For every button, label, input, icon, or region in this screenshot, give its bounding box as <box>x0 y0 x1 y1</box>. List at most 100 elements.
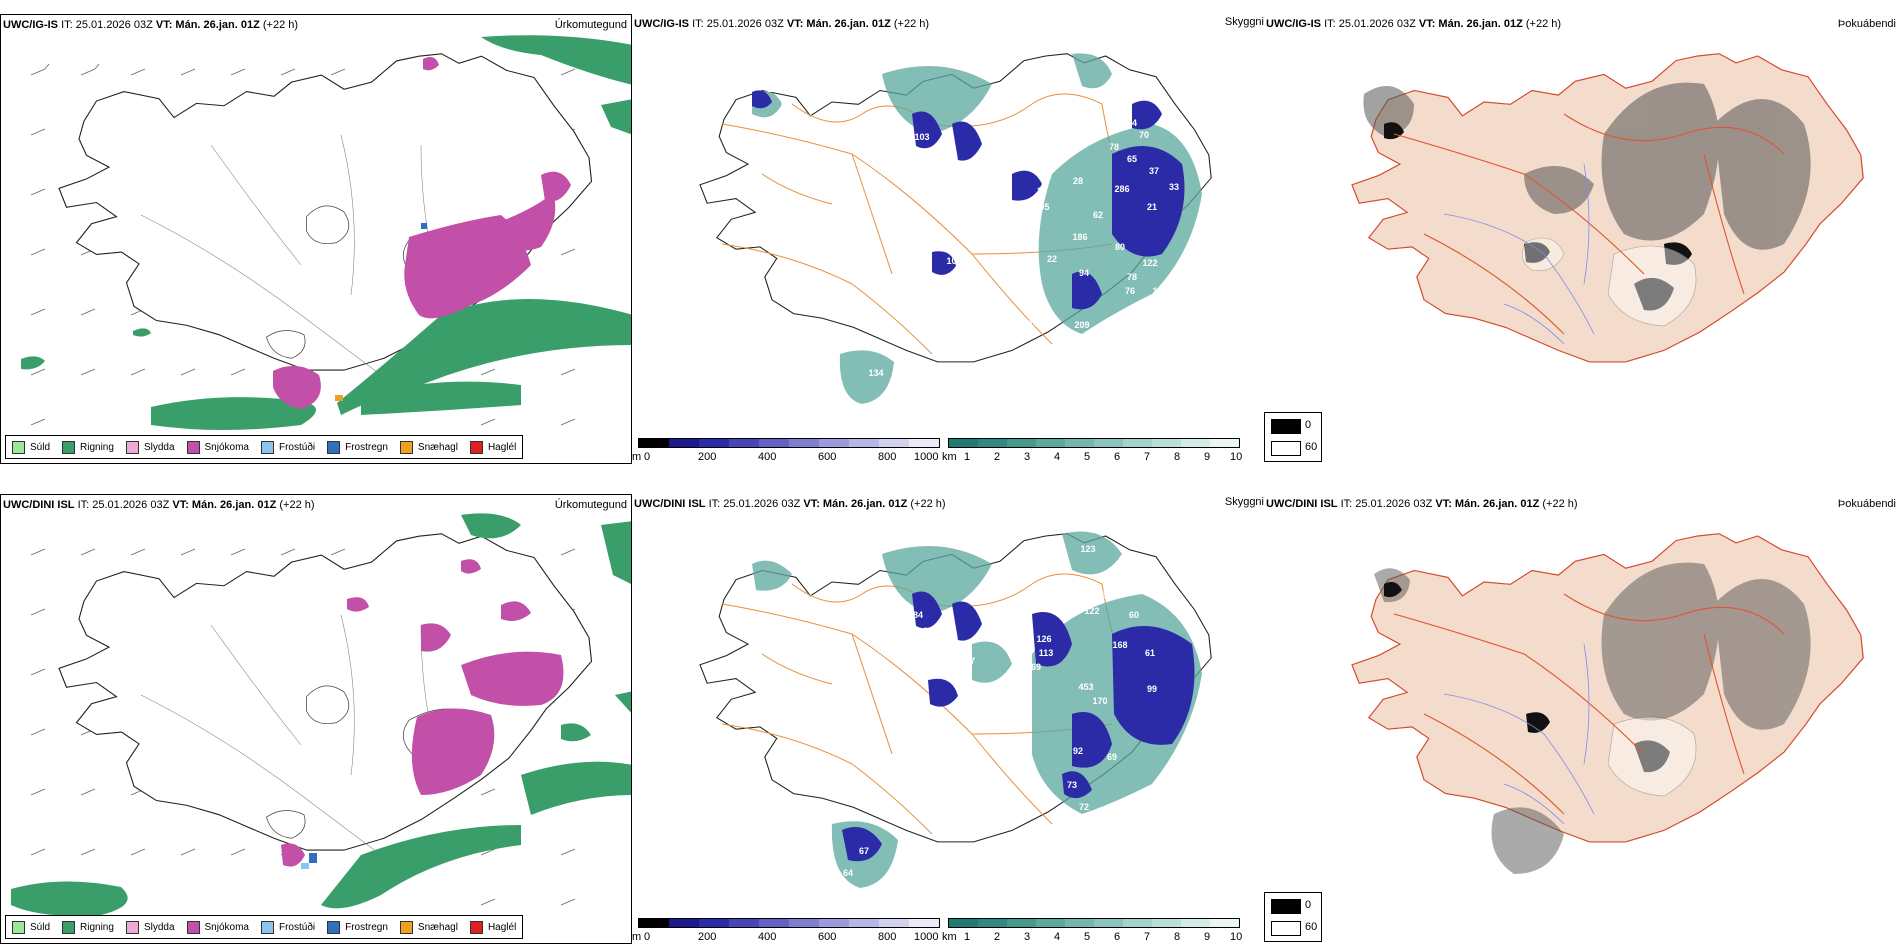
legend-swatch <box>125 440 139 454</box>
visibility-colorbar-segment <box>1094 439 1123 447</box>
visibility-colorbar-gradient <box>948 918 1240 928</box>
visibility-colorbar-segment <box>949 439 978 447</box>
visibility-tick: 10 <box>1230 451 1243 463</box>
ceiling-tick: 800 <box>878 451 897 463</box>
ceiling-value-label: 103 <box>914 132 929 142</box>
visibility-colorbar-segment <box>1152 439 1181 447</box>
legend-item: Frostúði <box>260 440 316 454</box>
visibility-tick: 3 <box>1024 451 1031 463</box>
valid-label: VT: <box>155 19 173 31</box>
ceiling-value-label: 22 <box>1047 254 1057 264</box>
ceiling-tick: 1000 <box>914 451 939 463</box>
ceiling-value-label: 102 <box>908 380 923 390</box>
fog-key-high: 60 <box>1305 921 1318 933</box>
legend-item: Súld <box>12 440 51 454</box>
ceiling-unit: m <box>632 931 642 943</box>
visibility-tick: 5 <box>1084 931 1091 943</box>
visibility-colorbar-row2: km 1 2 3 4 5 6 7 8 9 10 <box>942 918 1264 944</box>
ceiling-colorbar-segment <box>639 919 669 927</box>
ceiling-tick: 800 <box>878 931 897 943</box>
precip-type-panel-row2: UWC/DINI ISL IT: 25.01.2026 03Z VT: Mán.… <box>0 494 632 944</box>
ceiling-value-label: 109 <box>946 256 961 266</box>
ceiling-tick: 200 <box>698 451 717 463</box>
legend-item: Súld <box>12 920 50 934</box>
valid-time: Mán. 26.jan. 01Z <box>822 498 908 510</box>
legend-label: Súld <box>30 441 51 453</box>
ceiling-value-label: 64 <box>843 868 853 878</box>
fog-key-row1: 0 60 <box>1264 412 1322 462</box>
ceiling-colorbar-segment <box>879 919 909 927</box>
ceiling-colorbar-segment <box>909 439 939 447</box>
ceiling-tick: 400 <box>758 931 777 943</box>
lead-time: (+22 h) <box>910 498 946 510</box>
lead-time: (+22 h) <box>1525 18 1562 30</box>
visibility-colorbar-segment <box>1210 439 1239 447</box>
legend-item: Slydda <box>125 920 175 934</box>
legend-label: Frostúði <box>278 441 316 453</box>
legend-item: Snjókoma <box>186 440 249 454</box>
lead-time: (+22 h) <box>893 18 930 30</box>
model-name: UWC/DINI ISL <box>634 498 706 510</box>
precip-type-panel-row1: UWC/IG-IS IT: 25.01.2026 03Z VT: Mán. 26… <box>0 14 632 464</box>
ceiling-value-label: 60 <box>1129 610 1139 620</box>
visibility-colorbar-segment <box>1210 919 1239 927</box>
visibility-tick: 9 <box>1204 451 1211 463</box>
ceiling-value-label: 69 <box>1107 752 1117 762</box>
visibility-tick: 7 <box>1144 931 1151 943</box>
model-name: UWC/IG-IS <box>1266 18 1321 30</box>
fog-key-white <box>1271 921 1301 936</box>
ceiling-value-label: 100 <box>1156 300 1171 310</box>
ceiling-value-label: 126 <box>1036 634 1051 644</box>
legend-item: Snæhagl <box>399 920 458 934</box>
legend-item: Frostregn <box>327 440 388 454</box>
visibility-unit: km <box>942 931 957 943</box>
ceiling-colorbar-segment <box>759 919 789 927</box>
ceiling-value-label: 94 <box>1079 268 1089 278</box>
ceiling-colorbar-segment <box>669 919 699 927</box>
ceiling-panel-row1: 16 103 98 97 62 69 109 28 105 186 62 84 70 78 65 37 33 21… <box>632 14 1264 464</box>
visibility-colorbar-segment <box>978 439 1007 447</box>
visibility-colorbar-segment <box>1007 439 1036 447</box>
legend-label: Slydda <box>143 921 175 933</box>
ceiling-value-label: 67 <box>859 846 869 856</box>
legend-label: Snjókoma <box>204 441 249 453</box>
ceiling-value-label: 85 <box>943 636 953 646</box>
legend-swatch <box>12 440 25 454</box>
panel-title-ceiling: Skyggni <box>1224 496 1264 508</box>
header-row2-ceiling: UWC/DINI ISL IT: 25.01.2026 03Z VT: Mán.… <box>634 498 946 510</box>
visibility-tick: 10 <box>1230 931 1243 943</box>
ceiling-value-label: 122 <box>1084 606 1099 616</box>
ceiling-value-label: 21 <box>1147 202 1157 212</box>
ceiling-colorbar-segment <box>699 919 729 927</box>
precip-type-map-row2 <box>11 513 631 916</box>
legend-swatch <box>399 920 413 934</box>
ceiling-value-label: 122 <box>1142 258 1157 268</box>
precip-type-map-row1 <box>21 35 631 430</box>
visibility-unit: km <box>942 451 957 463</box>
ceiling-colorbar-segment <box>729 439 759 447</box>
fog-map-row2 <box>1351 533 1864 874</box>
legend-label: Rigning <box>80 441 114 453</box>
visibility-colorbar-segment <box>1181 439 1210 447</box>
issue-time: IT: 25.01.2026 03Z <box>692 18 784 30</box>
legend-item: Snjókoma <box>186 920 249 934</box>
visibility-colorbar-gradient <box>948 438 1240 448</box>
visibility-tick: 1 <box>964 451 971 463</box>
ceiling-value-label: 62 <box>949 724 959 734</box>
ceiling-value-label: 80 <box>919 398 929 408</box>
ceiling-colorbar-segment <box>789 439 819 447</box>
valid-label: VT: <box>172 499 189 511</box>
ceiling-unit: m <box>632 451 642 463</box>
visibility-colorbar-segment <box>949 919 978 927</box>
ceiling-map-row2: 123 84 54 136 122 60 86 85 126 113 97 69 168 61 82 453 1… <box>699 531 1212 900</box>
ceiling-panel-row2: 123 84 54 136 122 60 86 85 126 113 97 69 168 61 82 453 1… <box>632 494 1264 944</box>
valid-label: VT: <box>1435 498 1452 510</box>
ceiling-value-label: 78 <box>1109 142 1119 152</box>
legend-swatch <box>399 440 413 454</box>
ceiling-tick: 400 <box>758 451 777 463</box>
valid-label: VT: <box>786 18 804 30</box>
header-row1-fog: UWC/IG-IS IT: 25.01.2026 03Z VT: Mán. 26… <box>1266 18 1561 30</box>
fog-panel-row1: UWC/IG-IS IT: 25.01.2026 03Z VT: Mán. 26… <box>1264 14 1900 464</box>
ceiling-value-label: 30 <box>863 890 873 900</box>
legend-label: Snæhagl <box>417 921 458 933</box>
